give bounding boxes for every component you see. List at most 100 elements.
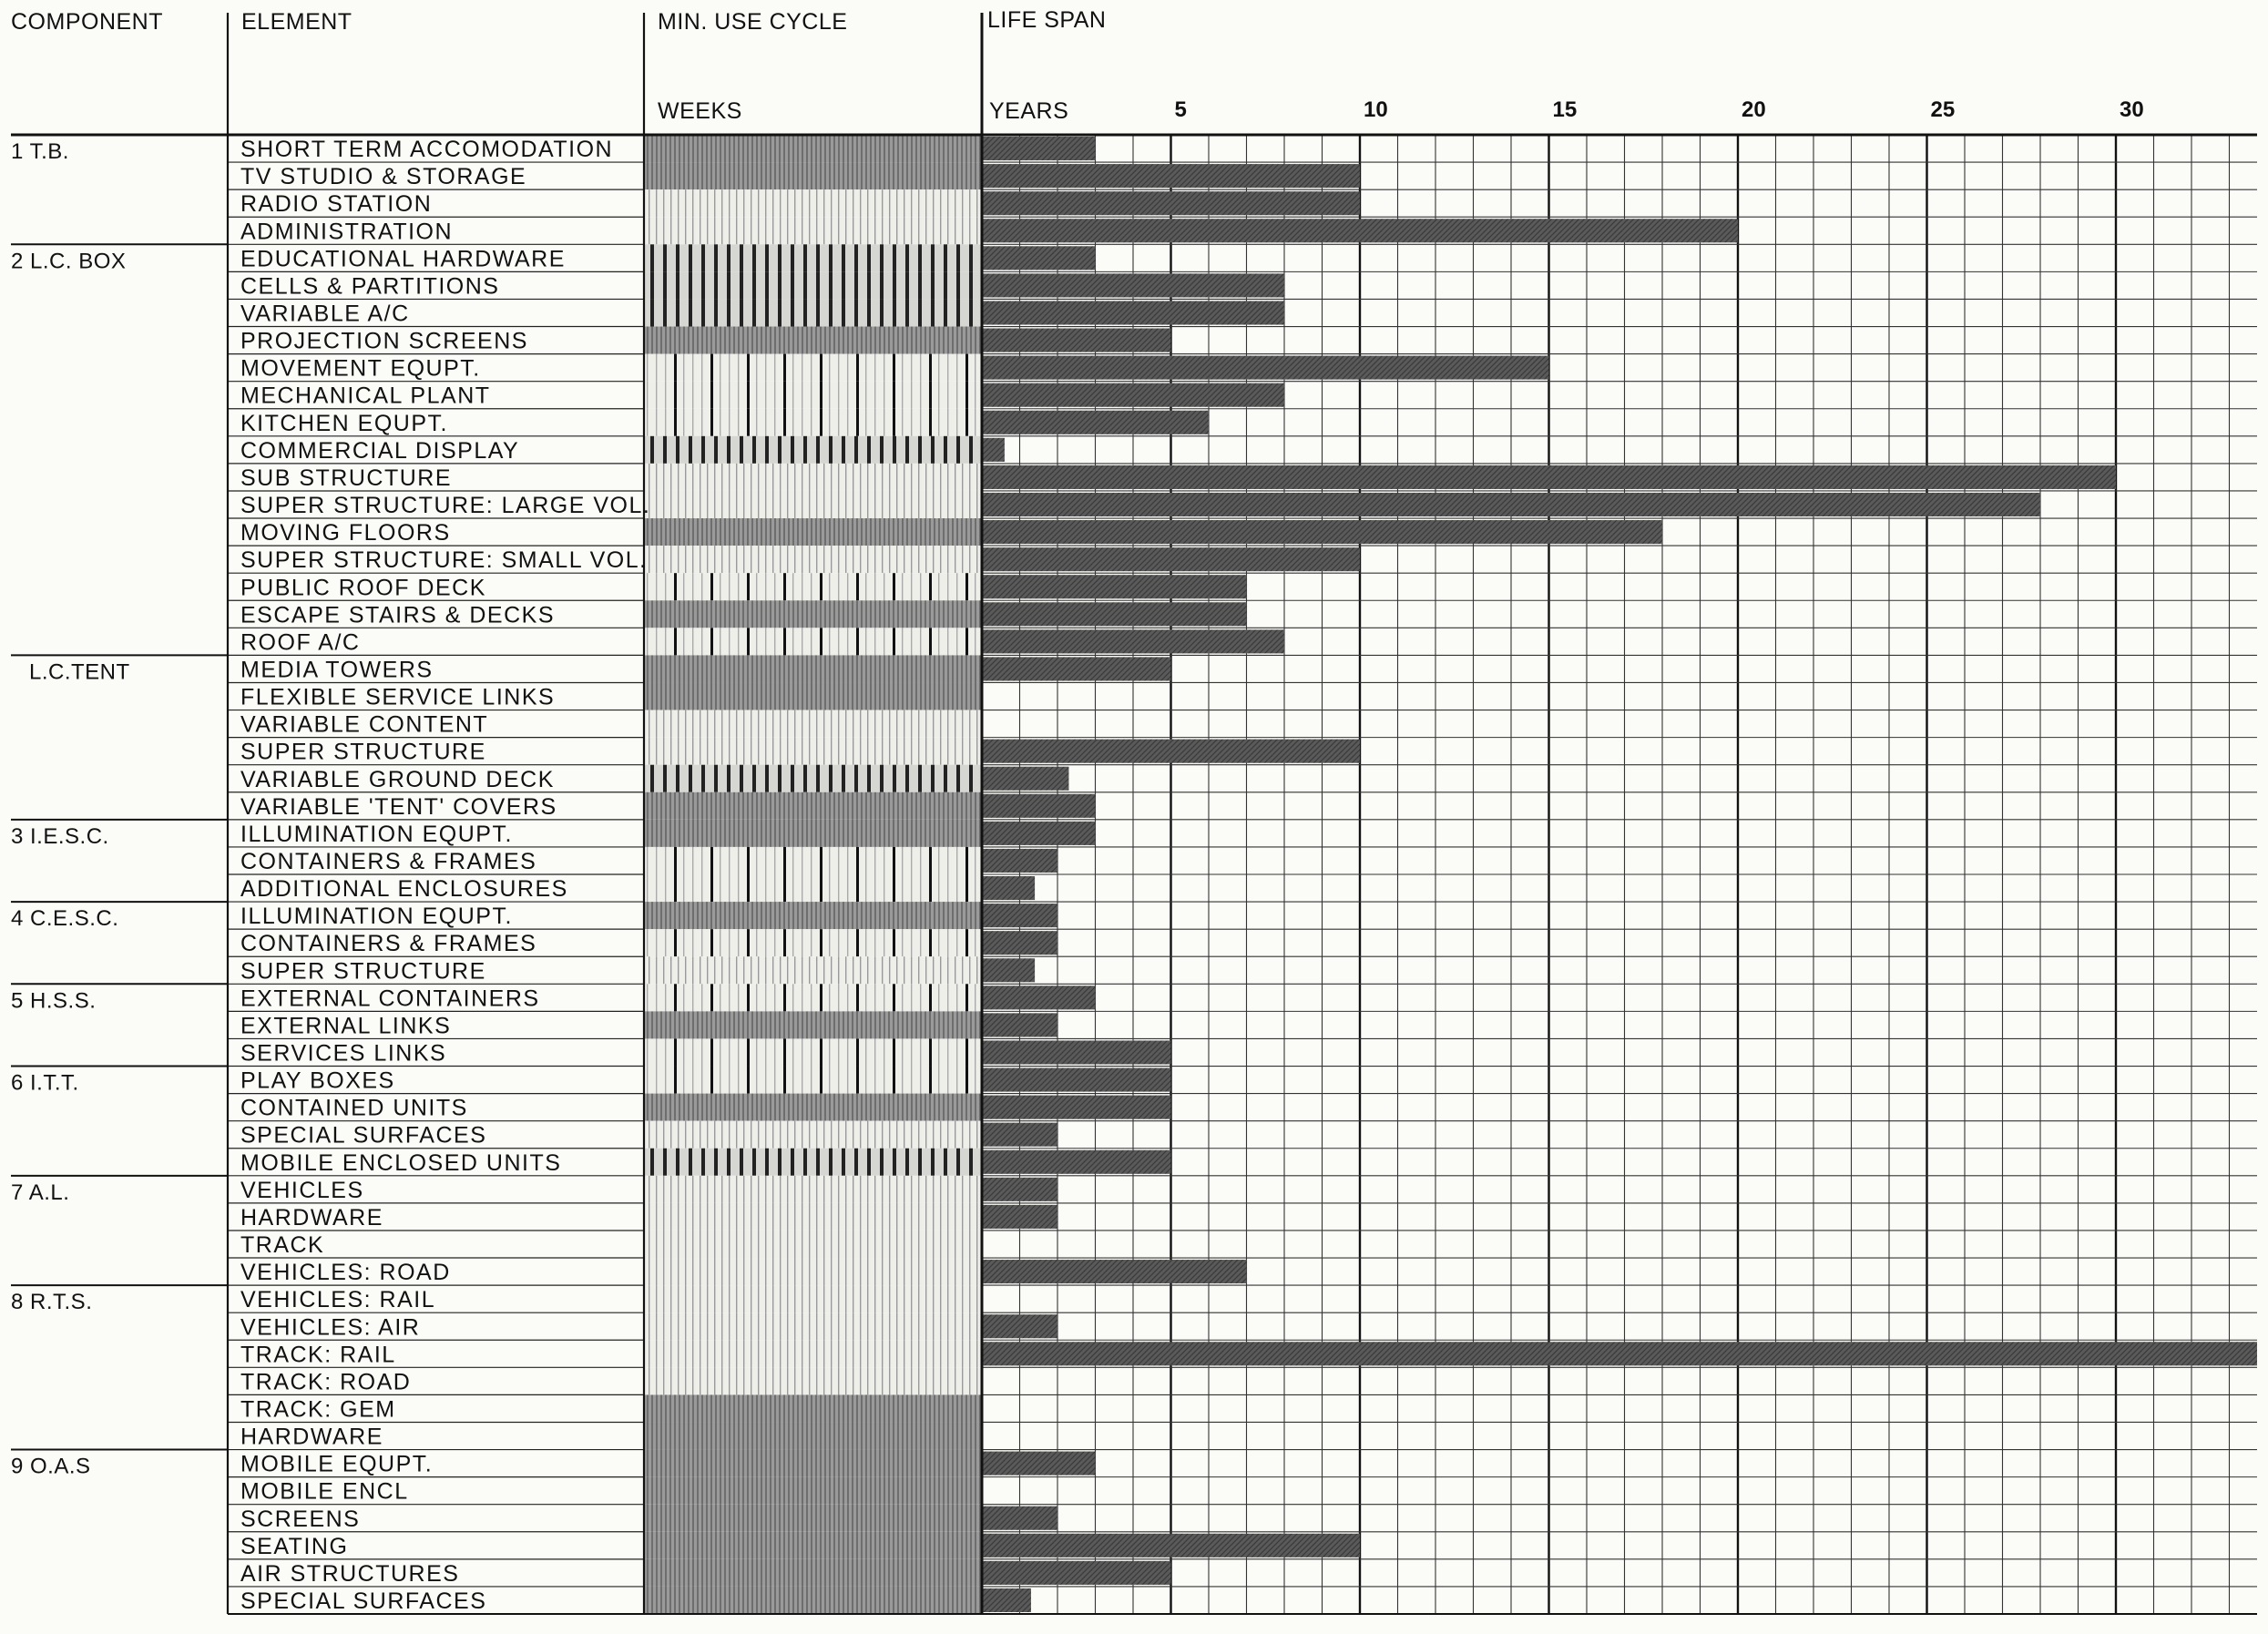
life-span-bar — [982, 931, 1057, 955]
element-label: CONTAINERS & FRAMES — [240, 849, 536, 874]
cycle-fill — [644, 408, 982, 436]
header-life-span: LIFE SPAN — [987, 7, 1106, 33]
cycle-fill — [644, 135, 982, 163]
life-span-bar — [982, 739, 1360, 763]
life-span-bar — [982, 1506, 1057, 1530]
cycle-fill — [644, 1258, 982, 1286]
cycle-fill — [644, 1558, 982, 1587]
life-span-bar — [982, 137, 1096, 161]
header-min-use-cycle: MIN. USE CYCLE — [658, 9, 847, 35]
cycle-fill — [644, 874, 982, 903]
cycle-fill — [644, 682, 982, 710]
element-label: TRACK: RAIL — [240, 1342, 396, 1367]
year-grid — [982, 134, 2257, 1615]
cycle-fill — [644, 1312, 982, 1341]
element-label: CONTAINED UNITS — [240, 1096, 468, 1121]
life-span-bar — [982, 547, 1360, 572]
element-label: PROJECTION SCREENS — [240, 329, 528, 354]
element-label: ILLUMINATION EQUPT. — [240, 822, 513, 847]
component-label: L.C.TENT — [29, 659, 130, 684]
cycle-fill — [644, 573, 982, 601]
cycle-fill — [644, 1093, 982, 1121]
cycle-fill — [644, 819, 982, 847]
life-span-bar — [982, 848, 1057, 873]
cycle-fill — [644, 1367, 982, 1395]
life-span-bar — [982, 1314, 1057, 1339]
component-label: 2 L.C. BOX — [11, 249, 126, 273]
life-span-bar — [982, 958, 1036, 983]
cycle-fill — [644, 189, 982, 218]
element-label: HARDWARE — [240, 1205, 383, 1231]
cycle-fill — [644, 162, 982, 190]
component-label: 4 C.E.S.C. — [11, 906, 118, 931]
element-label: MOVING FLOORS — [240, 520, 451, 546]
element-label: VARIABLE 'TENT' COVERS — [240, 794, 557, 820]
x-tick-label: 15 — [1553, 97, 1578, 122]
element-label: SUB STRUCTURE — [240, 465, 452, 491]
header-component: COMPONENT — [11, 9, 163, 35]
element-label: EXTERNAL LINKS — [240, 1013, 451, 1038]
element-label: KITCHEN EQUPT. — [240, 411, 448, 436]
cycle-fill — [644, 1531, 982, 1559]
cycle-fill — [644, 600, 982, 628]
element-label: VARIABLE A/C — [240, 301, 410, 327]
element-label: SERVICES LINKS — [240, 1041, 446, 1067]
element-label: SUPER STRUCTURE: SMALL VOL. — [240, 547, 648, 573]
cycle-fill — [644, 1449, 982, 1477]
element-label: SUPER STRUCTURE: LARGE VOL. — [240, 493, 650, 518]
cycle-fill — [644, 217, 982, 245]
cycle-fill — [644, 929, 982, 957]
life-span-bar — [982, 191, 1360, 216]
element-label: ADDITIONAL ENCLOSURES — [240, 876, 568, 902]
cycle-fill — [644, 791, 982, 820]
life-span-bar — [982, 1095, 1171, 1119]
cycle-fill — [644, 546, 982, 574]
cycle-fill — [644, 1175, 982, 1203]
component-label: 6 I.T.T. — [11, 1071, 79, 1096]
element-label: EXTERNAL CONTAINERS — [240, 986, 540, 1011]
life-span-bar — [982, 1204, 1057, 1229]
header-element: ELEMENT — [241, 9, 352, 35]
cycle-fill — [644, 490, 982, 519]
cycle-fill — [644, 463, 982, 491]
life-span-bar — [982, 492, 2040, 517]
life-span-bar — [982, 793, 1096, 818]
element-label: SCREENS — [240, 1506, 360, 1532]
component-label: 1 T.B. — [11, 139, 69, 164]
life-span-bar — [982, 1067, 1171, 1092]
element-label: SUPER STRUCTURE — [240, 958, 486, 984]
life-span-bar — [982, 986, 1096, 1010]
life-span-bar — [982, 164, 1360, 189]
life-span-bar — [982, 301, 1284, 325]
element-label: ILLUMINATION EQUPT. — [240, 904, 513, 929]
life-span-bars — [982, 137, 2257, 1612]
element-label: MEDIA TOWERS — [240, 657, 434, 682]
x-tick-label: 30 — [2120, 97, 2144, 122]
cycle-fill — [644, 299, 982, 327]
cycle-fill — [644, 1285, 982, 1313]
life-span-bar — [982, 1040, 1171, 1065]
x-tick-label: 10 — [1364, 97, 1388, 122]
cycle-fill — [644, 1120, 982, 1149]
element-label: ESCAPE STAIRS & DECKS — [240, 602, 555, 628]
header-years: YEARS — [989, 98, 1068, 124]
cycle-fill — [644, 1230, 982, 1259]
life-span-bar — [982, 657, 1171, 681]
component-label: 5 H.S.S. — [11, 988, 96, 1013]
cycle-fill — [644, 956, 982, 985]
element-label: MOVEMENT EQUPT. — [240, 356, 481, 382]
cycle-fill — [644, 381, 982, 409]
element-label: COMMERCIAL DISPLAY — [240, 438, 519, 464]
cycle-fill — [644, 764, 982, 792]
element-label: VARIABLE CONTENT — [240, 712, 488, 738]
life-span-bar — [982, 246, 1096, 271]
element-label: EDUCATIONAL HARDWARE — [240, 246, 566, 271]
cycle-fill — [644, 984, 982, 1012]
element-label: PLAY BOXES — [240, 1068, 395, 1094]
life-span-bar — [982, 904, 1057, 928]
life-span-bar — [982, 821, 1096, 845]
element-label: TV STUDIO & STORAGE — [240, 164, 526, 189]
life-span-bar — [982, 1013, 1057, 1037]
cycle-fill — [644, 271, 982, 300]
